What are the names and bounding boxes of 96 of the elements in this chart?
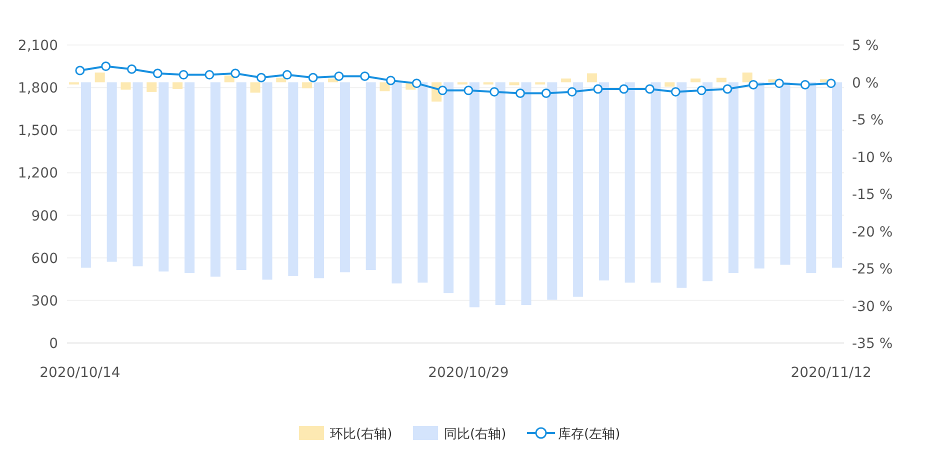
y2-tick-label: -5 %: [852, 112, 884, 128]
point: [774, 78, 784, 88]
point: [230, 68, 240, 78]
point: [152, 68, 162, 78]
point: [593, 84, 603, 94]
point: [490, 87, 500, 97]
bar: [236, 82, 246, 270]
point: [464, 86, 474, 96]
bar: [184, 82, 195, 273]
bar: [418, 82, 428, 283]
bar: [561, 78, 572, 82]
bar: [780, 82, 790, 265]
point: [696, 86, 706, 96]
y2-tick-label: -10 %: [852, 150, 893, 166]
bar: [832, 82, 842, 268]
bar: [521, 82, 532, 306]
y-tick-label: 900: [31, 208, 58, 224]
bar: [146, 82, 157, 92]
bar: [676, 82, 687, 288]
bar: [690, 78, 701, 82]
bar: [106, 82, 117, 262]
point: [516, 88, 525, 98]
point: [127, 64, 136, 74]
point: [282, 70, 292, 80]
bar: [728, 82, 738, 273]
bar: [302, 82, 312, 88]
bar: [716, 78, 726, 82]
bar: [754, 82, 764, 268]
bar: [314, 82, 324, 278]
bar: [469, 82, 480, 308]
bar: [573, 82, 584, 297]
bar: [806, 82, 816, 273]
y-tick-label: 2,100: [18, 38, 58, 54]
y-tick-label: 0: [49, 336, 58, 352]
point: [75, 66, 85, 76]
point: [541, 88, 551, 98]
y2-tick-label: 0 %: [852, 75, 879, 92]
bar: [586, 73, 597, 82]
bar: [547, 82, 558, 300]
y2-tick-label: -30 %: [852, 298, 893, 315]
y-tick-label: 1,500: [18, 123, 58, 140]
y2-tick-label: -20 %: [852, 224, 893, 240]
x-tick-label: 2020/10/29: [428, 365, 509, 381]
point: [204, 70, 214, 80]
bar: [172, 82, 183, 89]
y2-tick-label: -35 %: [852, 336, 893, 352]
legend-label: 库存(左轴): [558, 427, 620, 442]
bar: [742, 72, 752, 82]
point: [722, 84, 732, 94]
legend-label: 同比(右轴): [444, 427, 506, 442]
bar: [158, 82, 169, 272]
x-tick-label: 2020/10/14: [40, 365, 120, 381]
point: [101, 62, 111, 72]
point: [256, 72, 266, 82]
bar: [262, 82, 272, 280]
bar: [598, 82, 609, 280]
point: [670, 87, 680, 97]
point: [800, 80, 810, 90]
point: [386, 76, 396, 86]
legend-label: 环比(右轴): [330, 427, 392, 442]
bar: [80, 82, 91, 268]
y2-tick-label: 5 %: [852, 38, 879, 54]
point: [334, 71, 344, 81]
y-tick-label: 1,200: [18, 166, 58, 182]
y2-tick-label: -25 %: [852, 262, 893, 278]
y-tick-label: 600: [31, 250, 58, 267]
bar: [250, 82, 260, 93]
bar: [444, 82, 454, 294]
point: [360, 71, 370, 81]
point: [178, 70, 188, 80]
bar: [392, 82, 402, 284]
x-tick-label: 2020/11/12: [790, 365, 872, 381]
bar: [340, 82, 350, 272]
y-tick-label: 1,800: [18, 80, 58, 97]
point: [438, 86, 448, 96]
point: [645, 84, 654, 94]
bar: [94, 72, 105, 82]
bar: [624, 82, 635, 283]
point: [826, 78, 836, 88]
point: [748, 80, 758, 90]
bar: [132, 82, 143, 266]
bar: [495, 82, 506, 306]
bar: [366, 82, 376, 270]
bar: [288, 82, 298, 276]
bar: [650, 82, 661, 283]
point: [412, 78, 422, 88]
y2-tick-label: -15 %: [852, 187, 893, 203]
point: [308, 72, 318, 82]
y-tick-label: 300: [31, 293, 58, 310]
bar: [702, 82, 713, 282]
bar: [210, 82, 220, 277]
bar: [120, 82, 131, 90]
point: [567, 87, 577, 97]
point: [619, 84, 629, 94]
bar: [276, 78, 286, 82]
bar: [224, 76, 234, 82]
